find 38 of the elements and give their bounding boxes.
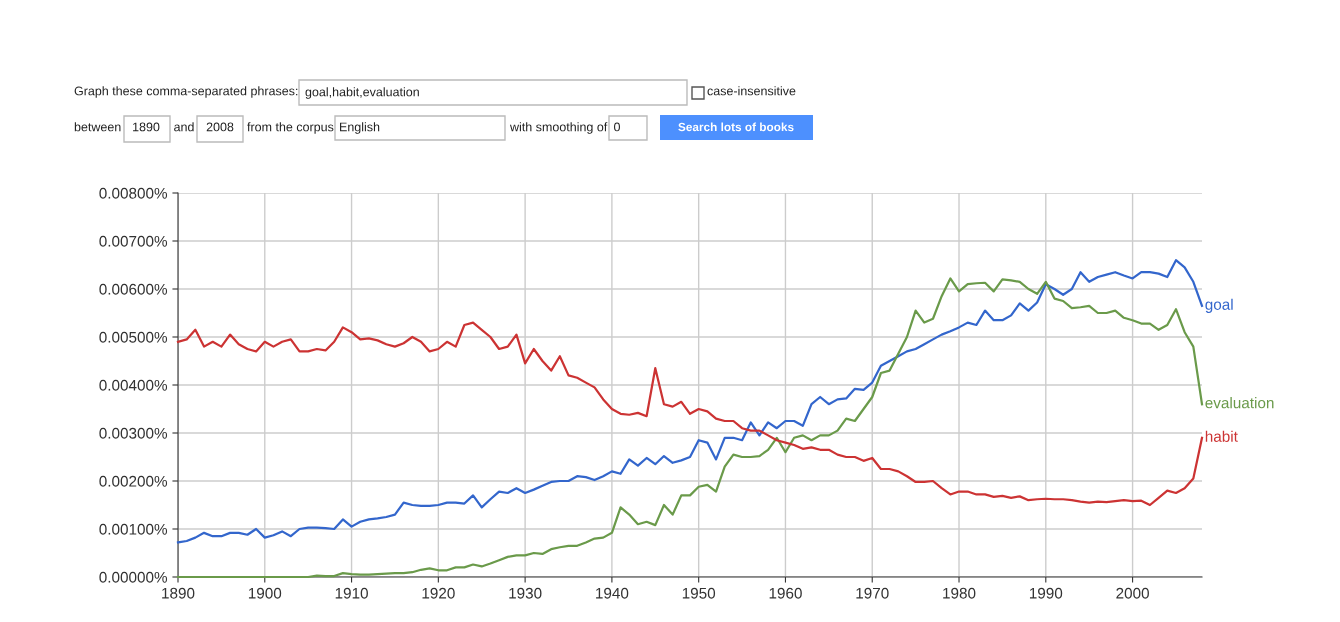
text: Search lots of books	[678, 122, 794, 132]
y-tick-label: 0.00800%	[99, 187, 168, 199]
y-tick-label: 0.00500%	[99, 331, 168, 343]
series-label: habit	[1205, 430, 1238, 442]
x-tick-label: 1900	[248, 587, 282, 599]
y-tick-label: 0.00400%	[99, 379, 168, 391]
y-tick-label: 0.00300%	[99, 427, 168, 439]
text: Graph these comma-separated phrases:	[74, 86, 298, 98]
x-tick-label: 1920	[422, 587, 455, 599]
x-tick-label: 1940	[596, 587, 629, 599]
y-tick-label: 0.00000%	[99, 571, 168, 583]
x-tick-label: 1970	[856, 587, 889, 599]
text: case-insensitive	[707, 86, 796, 96]
x-tick-label: 1890	[162, 587, 195, 599]
x-tick-label: 1990	[1029, 587, 1063, 599]
x-tick-label: 2000	[1116, 587, 1149, 599]
x-tick-label: 1910	[335, 587, 368, 599]
y-tick-label: 0.00600%	[99, 283, 168, 295]
text: between	[74, 122, 121, 132]
text: from the corpus	[247, 122, 334, 134]
text: 1890	[133, 122, 160, 132]
y-tick-label: 0.00700%	[99, 235, 168, 247]
y-tick-label: 0.00200%	[99, 475, 168, 487]
text: 0	[614, 122, 620, 132]
line-series	[176, 259, 1204, 544]
y-tick-label: 0.00100%	[99, 523, 168, 535]
x-tick-label: 1980	[943, 587, 976, 599]
text: with smoothing of	[509, 122, 608, 134]
text: English	[340, 122, 380, 134]
line-series	[176, 321, 1204, 507]
x-tick-label: 1930	[509, 587, 542, 599]
x-tick-label: 1960	[769, 587, 802, 599]
text: goal,habit,evaluation	[305, 87, 419, 99]
x-tick-label: 1950	[682, 587, 716, 599]
series-label: goal	[1205, 298, 1233, 313]
text: and	[174, 122, 194, 132]
series-label: evaluation	[1205, 397, 1274, 409]
text: 2008	[206, 122, 234, 132]
